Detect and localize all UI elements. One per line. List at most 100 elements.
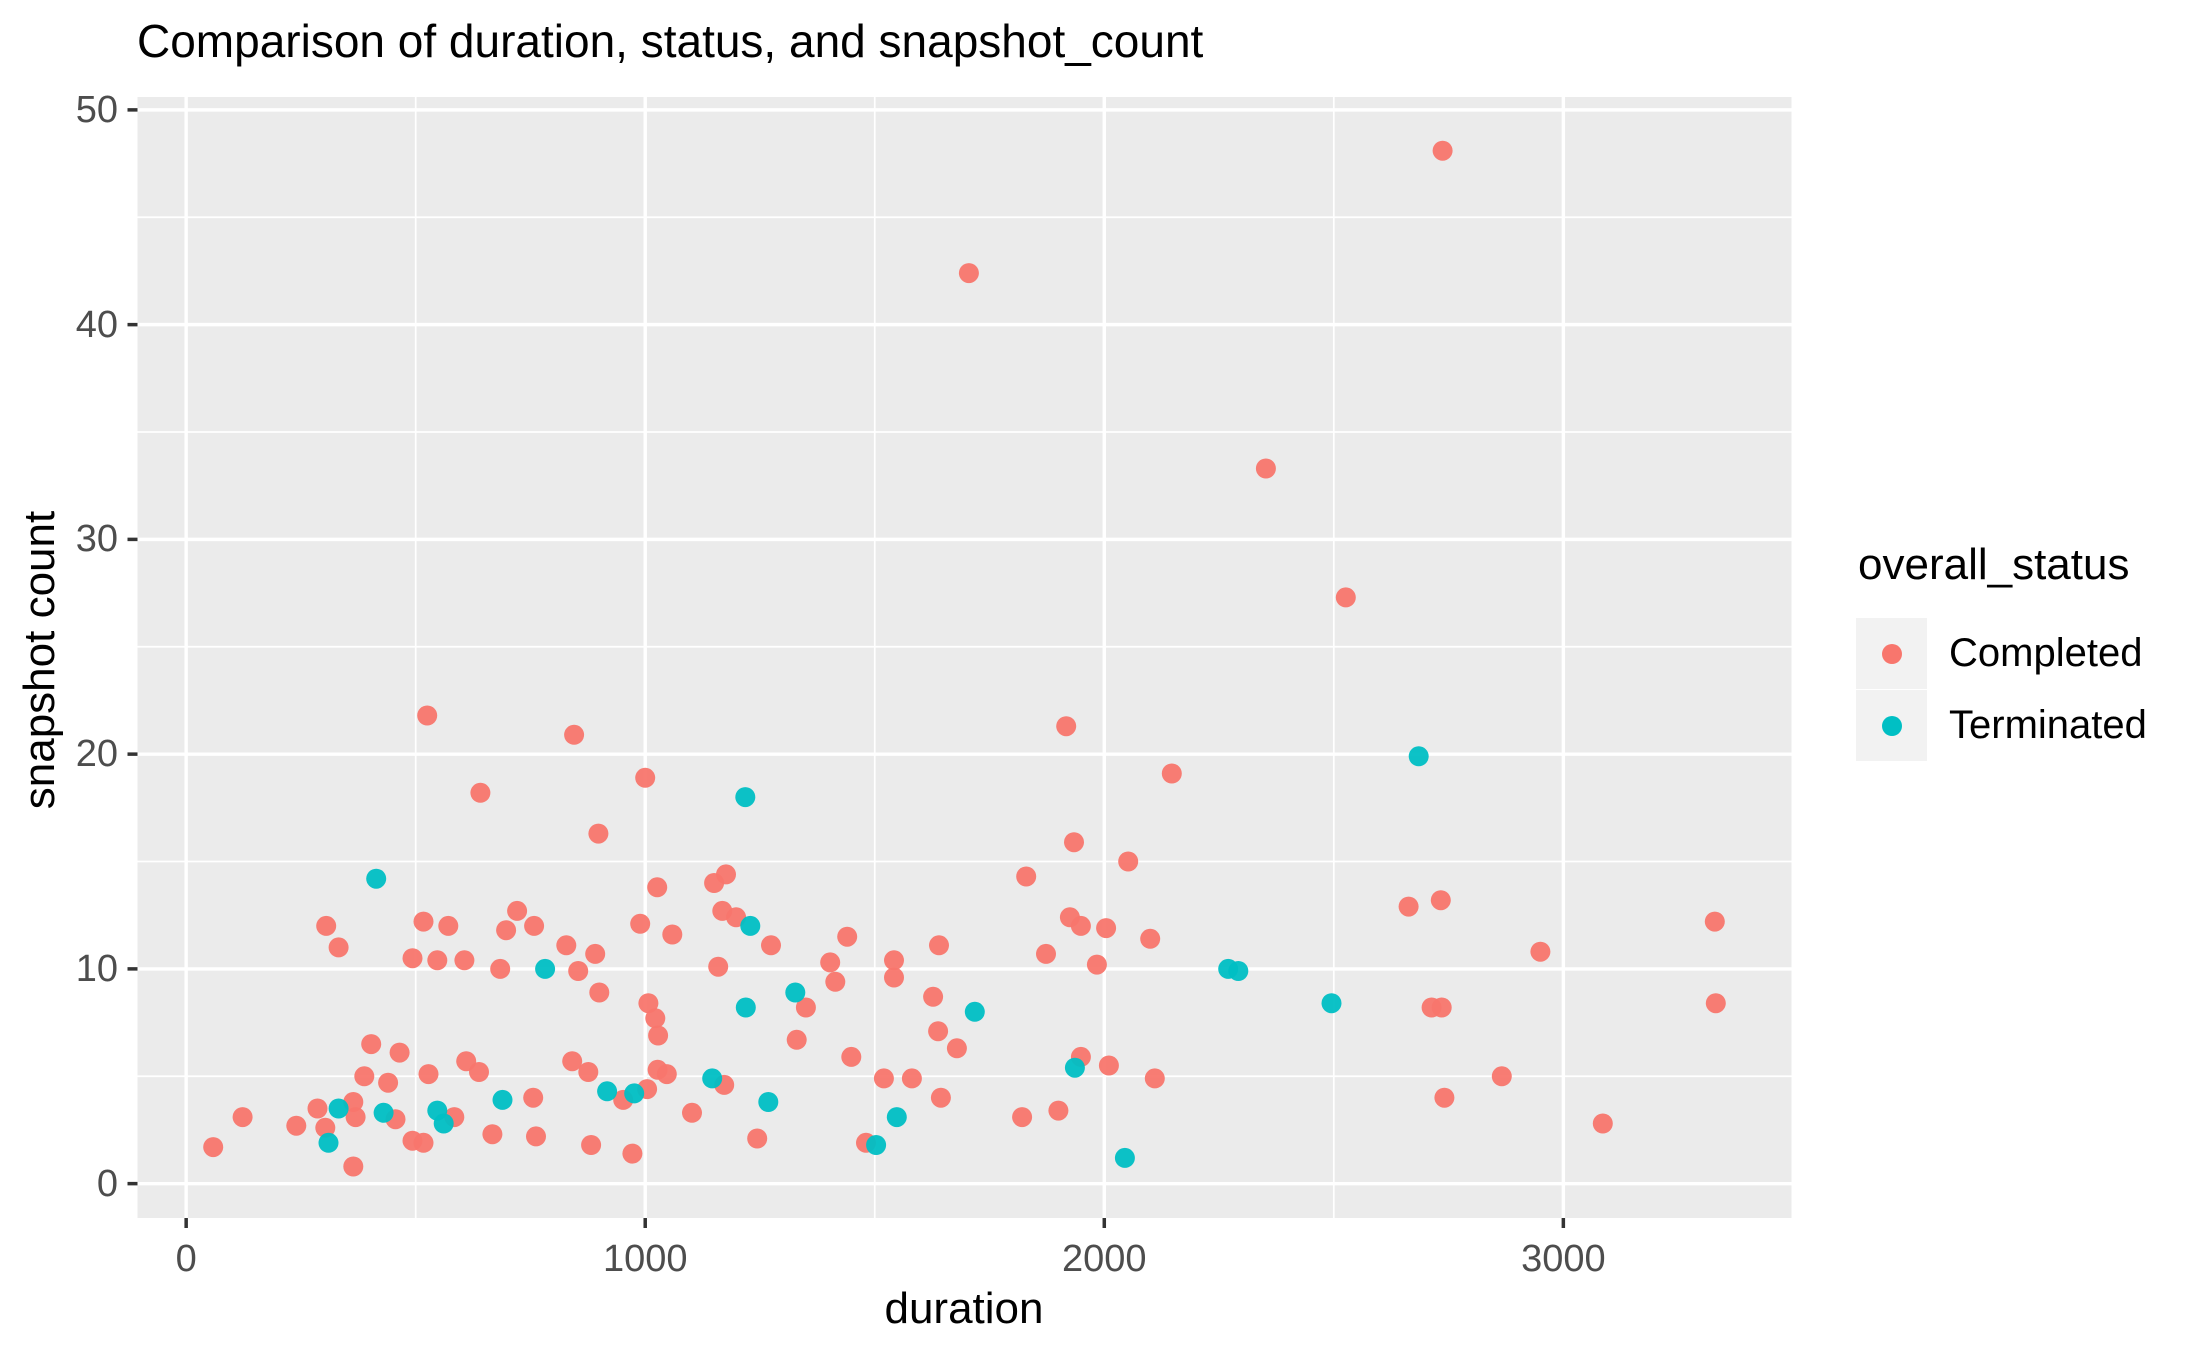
data-point-completed [578, 1062, 599, 1082]
data-point-completed [901, 1068, 922, 1089]
data-point-completed [496, 920, 517, 941]
data-point-terminated [735, 787, 756, 808]
data-point-completed [564, 724, 585, 745]
data-point-completed [328, 937, 349, 958]
data-point-completed [589, 982, 610, 1003]
data-point-completed [1070, 915, 1091, 936]
data-point-completed [307, 1098, 328, 1119]
data-point-completed [928, 1021, 949, 1042]
data-point-terminated [1114, 1147, 1135, 1168]
y-tick-label: 20 [75, 733, 118, 776]
legend-label-terminated: Terminated [1949, 703, 2147, 747]
data-point-completed [345, 1107, 366, 1128]
plot-title: Comparison of duration, status, and snap… [137, 15, 1204, 67]
data-point-completed [523, 1087, 544, 1108]
data-point-terminated [1408, 746, 1429, 767]
data-point-completed [1056, 716, 1077, 737]
legend-item-terminated: Terminated [1856, 690, 2147, 761]
data-point-completed [232, 1107, 253, 1128]
y-tick-label: 0 [96, 1162, 118, 1205]
y-tick-label: 10 [75, 947, 118, 990]
data-point-completed [761, 935, 781, 956]
data-point-terminated [964, 1001, 985, 1022]
data-point-terminated [1064, 1057, 1085, 1078]
data-point-completed [1048, 1100, 1069, 1121]
data-point-terminated [492, 1089, 513, 1110]
data-point-completed [929, 935, 949, 956]
data-point-terminated [1228, 961, 1249, 981]
data-point-completed [1016, 866, 1037, 887]
data-point-completed [526, 1126, 546, 1147]
legend-item-completed: Completed [1856, 618, 2147, 689]
data-point-completed [923, 986, 944, 1007]
data-point-completed [1530, 941, 1551, 962]
data-point-completed [820, 952, 841, 973]
data-point-terminated [735, 997, 756, 1018]
data-point-completed [378, 1072, 399, 1093]
y-axis-title: snapshot count [15, 510, 64, 810]
data-point-completed [316, 915, 337, 936]
data-point-terminated [373, 1102, 394, 1123]
data-point-terminated [866, 1135, 887, 1155]
data-point-terminated [433, 1113, 454, 1134]
data-point-completed [825, 971, 846, 992]
data-point-terminated [1321, 993, 1342, 1014]
data-point-terminated [740, 915, 761, 936]
plot-panel [137, 97, 1792, 1218]
data-point-completed [469, 1062, 489, 1082]
data-point-completed [1096, 918, 1117, 939]
data-point-completed [708, 956, 729, 977]
data-point-completed [343, 1156, 364, 1177]
data-point-completed [638, 993, 659, 1014]
data-point-completed [786, 1029, 807, 1050]
data-point-completed [1255, 458, 1276, 479]
data-point-completed [1592, 1113, 1613, 1134]
data-point-terminated [597, 1081, 618, 1102]
x-axis-title: duration [884, 1284, 1044, 1333]
data-point-completed [418, 1064, 439, 1085]
data-point-completed [402, 948, 423, 969]
x-tick-label: 3000 [1521, 1238, 1606, 1280]
data-point-completed [682, 1102, 702, 1123]
data-point-completed [930, 1087, 951, 1108]
data-point-completed [389, 1042, 410, 1063]
x-tick-label: 2000 [1062, 1238, 1147, 1280]
data-point-completed [747, 1128, 768, 1149]
data-point-completed [286, 1115, 307, 1136]
data-point-completed [470, 782, 491, 803]
data-point-terminated [366, 868, 387, 889]
data-point-completed [588, 823, 609, 844]
x-tick-label: 0 [175, 1238, 197, 1280]
data-point-completed [958, 263, 979, 284]
data-point-completed [662, 924, 683, 945]
legend-title: overall_status [1858, 540, 2130, 589]
data-point-completed [647, 877, 668, 898]
data-point-completed [1012, 1107, 1033, 1128]
data-point-completed [1431, 997, 1452, 1018]
data-point-completed [524, 915, 545, 936]
data-point-completed [704, 873, 725, 893]
data-point-terminated [702, 1068, 723, 1089]
data-point-terminated [624, 1083, 645, 1104]
data-point-completed [1335, 587, 1356, 608]
data-point-completed [1036, 943, 1056, 964]
data-point-completed [568, 961, 589, 981]
legend-label-completed: Completed [1949, 631, 2143, 675]
data-point-completed [413, 911, 434, 932]
data-point-completed [645, 1008, 666, 1029]
data-point-completed [873, 1068, 894, 1089]
x-tick-label: 1000 [602, 1238, 688, 1280]
terminated-point-icon [1881, 715, 1902, 736]
data-point-terminated [535, 958, 556, 979]
legend: overall_status Completed Terminated [1856, 540, 2147, 762]
data-point-completed [1118, 851, 1139, 872]
data-point-completed [1098, 1055, 1119, 1076]
data-point-completed [1432, 140, 1453, 161]
data-point-terminated [758, 1092, 779, 1112]
data-point-completed [315, 1117, 336, 1138]
data-point-completed [884, 950, 904, 971]
data-point-completed [837, 926, 858, 947]
data-point-completed [427, 950, 448, 971]
